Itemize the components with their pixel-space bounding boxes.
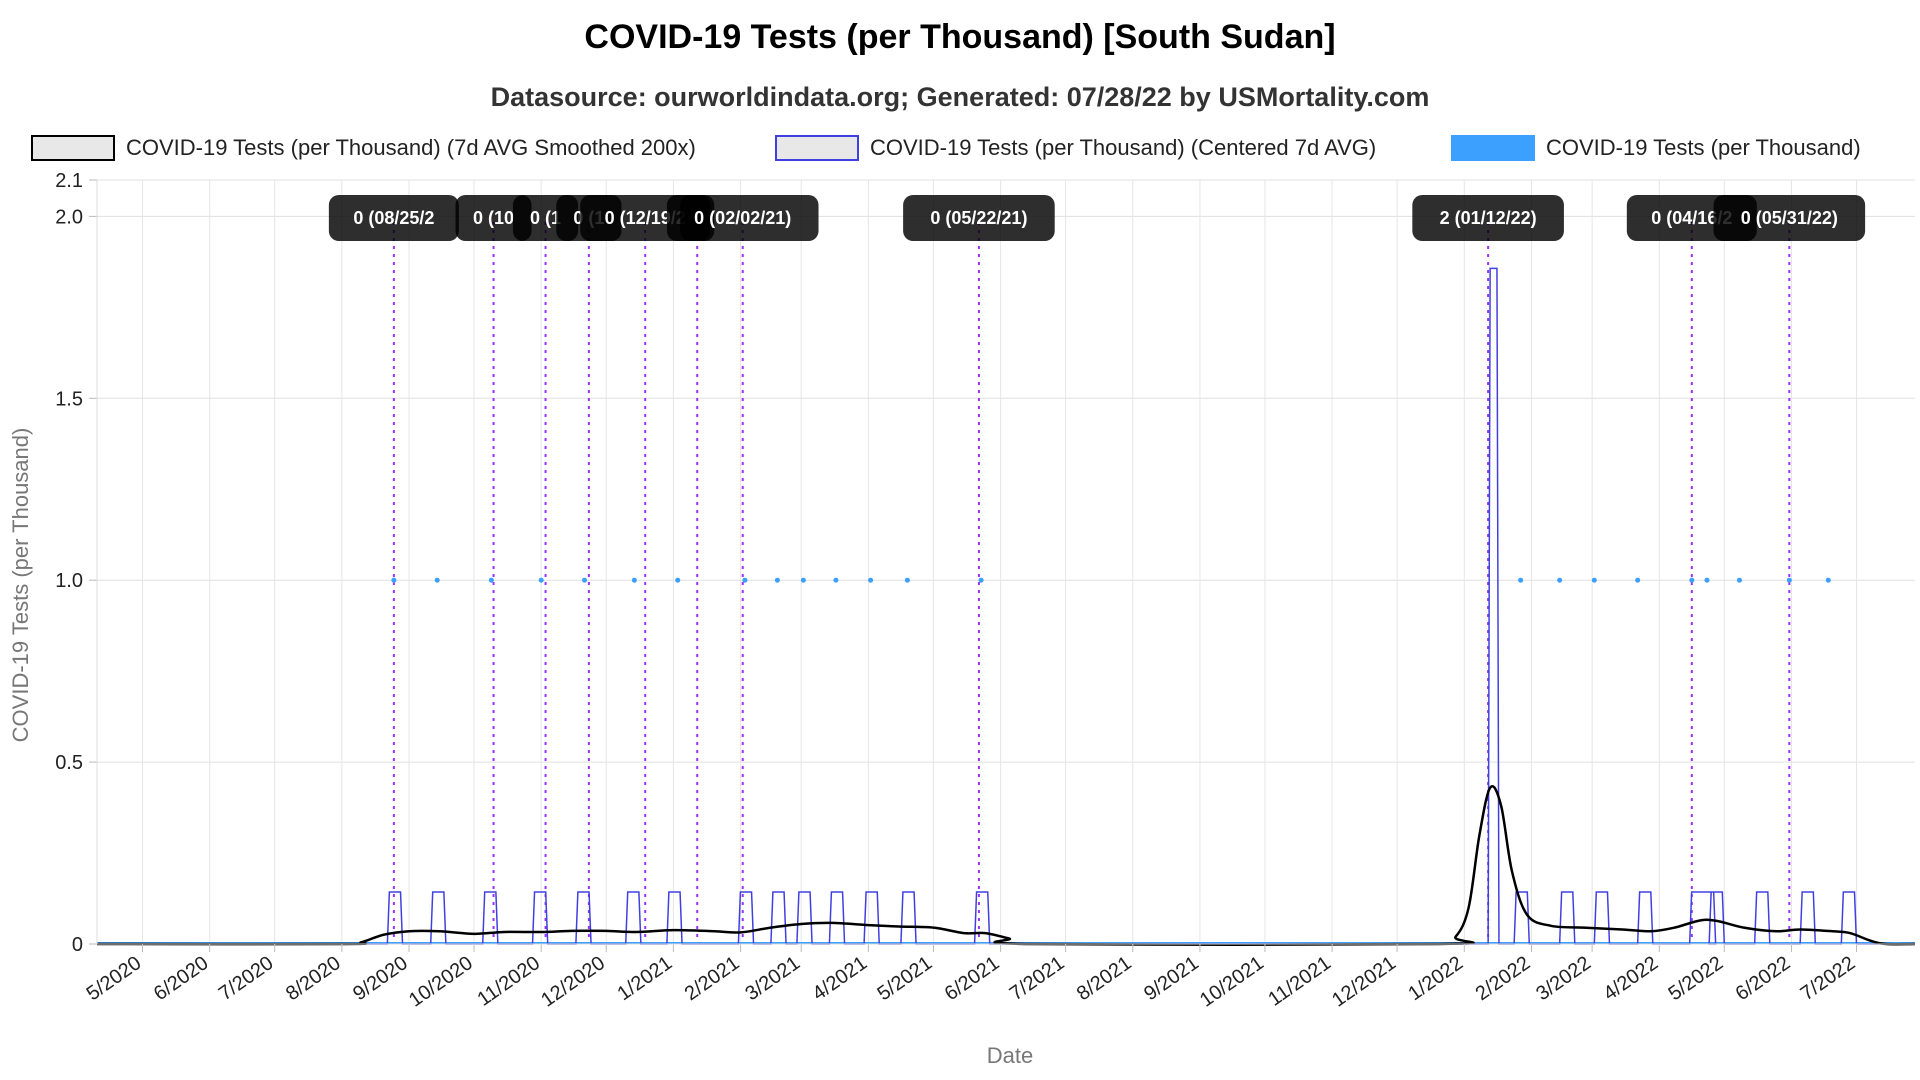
legend-item: COVID-19 Tests (per Thousand) (7d AVG Sm… xyxy=(31,135,696,161)
x-tick-label: 7/2022 xyxy=(1797,952,1860,1005)
data-point xyxy=(1689,577,1695,583)
x-tick-label: 4/2022 xyxy=(1599,952,1662,1005)
annotation-text: 0 (10 xyxy=(473,208,514,228)
legend-label: COVID-19 Tests (per Thousand) xyxy=(1546,135,1861,160)
x-tick-label: 6/2020 xyxy=(150,952,213,1005)
x-tick-label: 6/2021 xyxy=(941,952,1004,1005)
legend-swatch xyxy=(775,135,859,161)
x-tick-label: 5/2021 xyxy=(874,952,937,1005)
annotation-label: 0 (05/22/21) xyxy=(903,195,1055,241)
series-layer xyxy=(96,267,1916,947)
x-tick-label: 1/2022 xyxy=(1404,952,1467,1005)
data-point xyxy=(742,577,748,583)
legend-item: COVID-19 Tests (per Thousand) xyxy=(1451,135,1861,161)
data-point xyxy=(833,577,839,583)
y-tick-label: 1.0 xyxy=(55,570,83,592)
annotation-box xyxy=(666,195,819,241)
annotation-label: 0 (08/25/2 xyxy=(328,195,459,241)
x-tick-label: 2/2021 xyxy=(681,952,744,1005)
x-tick-label: 1/2021 xyxy=(614,952,677,1005)
data-point xyxy=(675,577,681,583)
x-tick-label: 12/2020 xyxy=(537,952,609,1011)
annotation-labels: 0 (08/25/20 (100 (10 (10 (12/19/20 (02/0… xyxy=(328,195,1866,241)
y-tick-label: 2.1 xyxy=(55,170,83,192)
x-tick-label: 12/2021 xyxy=(1328,952,1400,1011)
annotation-text: 2 (01/12/22) xyxy=(1440,208,1537,228)
data-point xyxy=(1518,577,1524,583)
data-point xyxy=(434,577,440,583)
x-tick-label: 3/2021 xyxy=(741,952,804,1005)
annotation-box xyxy=(328,195,459,241)
x-tick-label: 7/2020 xyxy=(215,952,278,1005)
annotation-text: 0 (05/31/22) xyxy=(1741,208,1838,228)
legend-item: COVID-19 Tests (per Thousand) (Centered … xyxy=(775,135,1376,161)
data-point xyxy=(488,577,494,583)
series-7d-avg-smoothed xyxy=(96,785,1916,947)
annotation-label: 0 (10 xyxy=(455,195,532,241)
series-centered-7d-avg xyxy=(97,267,1915,945)
annotation-label: 0 (02/02/21) xyxy=(666,195,819,241)
data-point xyxy=(1557,577,1563,583)
data-point xyxy=(1786,577,1792,583)
annotation-text: 0 (04/16/2 xyxy=(1651,208,1732,228)
data-point xyxy=(904,577,910,583)
data-point xyxy=(800,577,806,583)
legend: COVID-19 Tests (per Thousand) (7d AVG Sm… xyxy=(31,135,1861,161)
x-tick-label: 5/2022 xyxy=(1664,952,1727,1005)
legend-label: COVID-19 Tests (per Thousand) (Centered … xyxy=(870,135,1376,160)
axes: 0 0.5 1.0 1.5 2.0 2.1 5/2020 6/2020 7/2020 8/2020… xyxy=(55,170,1915,1012)
annotation-box xyxy=(1412,195,1564,241)
x-axis-label: Date xyxy=(987,1043,1033,1068)
data-point xyxy=(1825,577,1831,583)
annotation-label: 2 (01/12/22) xyxy=(1412,195,1564,241)
x-tick-label: 10/2020 xyxy=(405,952,477,1011)
x-tick-label: 9/2021 xyxy=(1140,952,1203,1005)
x-tick-label: 9/2020 xyxy=(349,952,412,1005)
annotation-box xyxy=(455,195,532,241)
annotation-lines xyxy=(392,222,1791,944)
annotation-text: 0 (1 xyxy=(530,208,561,228)
annotation-text: 0 (02/02/21) xyxy=(694,208,791,228)
x-tick-label: 4/2021 xyxy=(809,952,872,1005)
x-tick-label: 10/2021 xyxy=(1196,952,1268,1011)
x-tick-label: 7/2021 xyxy=(1006,952,1069,1005)
y-axis-label: COVID-19 Tests (per Thousand) xyxy=(8,428,33,743)
data-point xyxy=(631,577,637,583)
chart-subtitle: Datasource: ourworldindata.org; Generate… xyxy=(491,82,1430,112)
legend-swatch xyxy=(1451,135,1535,161)
annotation-box xyxy=(903,195,1055,241)
legend-swatch xyxy=(31,135,115,161)
x-tick-label: 11/2021 xyxy=(1264,952,1335,1011)
grid xyxy=(97,179,1915,945)
data-point xyxy=(391,577,397,583)
x-tick-label: 2/2022 xyxy=(1472,952,1535,1005)
data-point xyxy=(978,577,984,583)
annotation-box xyxy=(1713,195,1866,241)
annotation-text: 0 (12/19/2 xyxy=(605,208,686,228)
x-tick-label: 11/2020 xyxy=(473,952,544,1011)
data-point xyxy=(1736,577,1742,583)
annotation-text: 0 (05/22/21) xyxy=(930,208,1027,228)
data-point xyxy=(774,577,780,583)
data-point xyxy=(1635,577,1641,583)
data-point xyxy=(538,577,544,583)
x-tick-label: 8/2021 xyxy=(1073,952,1136,1005)
y-tick-label: 1.5 xyxy=(55,388,83,410)
data-point xyxy=(582,577,588,583)
data-point xyxy=(1591,577,1597,583)
x-tick-label: 3/2022 xyxy=(1532,952,1595,1005)
x-tick-label: 5/2020 xyxy=(83,952,146,1005)
data-point xyxy=(868,577,874,583)
x-tick-label: 6/2022 xyxy=(1732,952,1795,1005)
annotation-text: 0 (08/25/2 xyxy=(353,208,434,228)
y-tick-label: 2.0 xyxy=(55,206,83,228)
x-tick-label: 8/2020 xyxy=(282,952,345,1005)
data-point xyxy=(1704,577,1710,583)
y-tick-label: 0 xyxy=(72,934,83,956)
chart-title: COVID-19 Tests (per Thousand) [South Sud… xyxy=(584,18,1335,56)
annotation-label: 0 (05/31/22) xyxy=(1713,195,1866,241)
legend-label: COVID-19 Tests (per Thousand) (7d AVG Sm… xyxy=(126,135,696,160)
y-tick-label: 0.5 xyxy=(55,752,83,774)
